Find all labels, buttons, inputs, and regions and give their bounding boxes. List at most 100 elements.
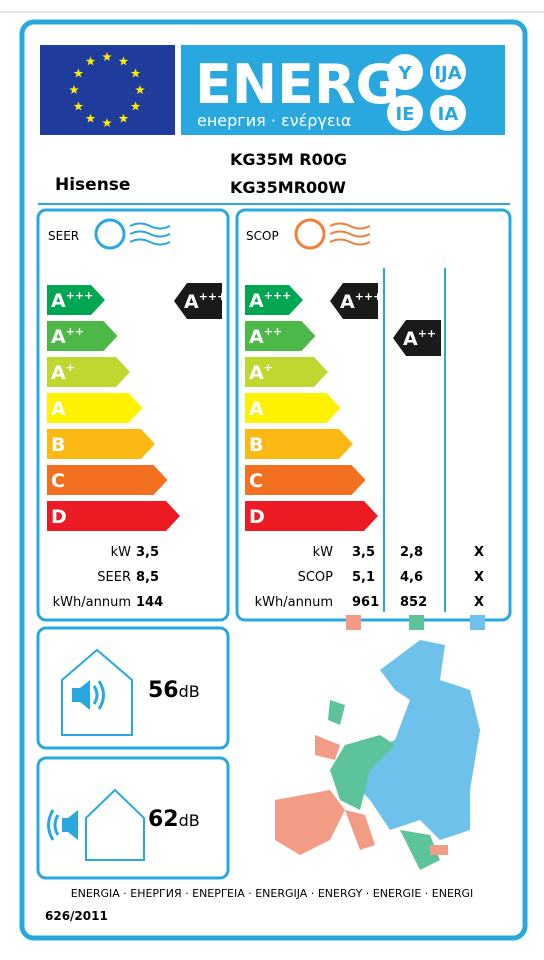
language-badge [387,54,423,90]
class-label: B [249,434,263,456]
row-value: X [474,545,484,560]
average-swatch [409,615,424,630]
class-arrow [47,501,180,531]
star [130,101,141,111]
row-value: 852 [400,595,427,610]
class-label: C [249,470,263,492]
language-code: IA [438,104,459,125]
class-sup: + [264,361,273,374]
class-sup: +++ [66,289,94,302]
row-value: 4,6 [400,570,423,585]
scop-panel [235,208,512,622]
class-label: B [51,434,65,456]
class-letter: C [51,470,65,492]
sound-waves [92,680,105,710]
class-label: A+++ [184,290,226,313]
class-letter: A [340,291,355,313]
energy-subtitle: енергия · ενέργεια [197,111,351,130]
class-letter: B [249,434,263,456]
class-letter: A [51,398,66,420]
class-label: A+++ [249,289,291,312]
star [135,85,145,94]
row-value: 3,5 [352,545,375,560]
star [102,52,112,61]
class-label: A+++ [340,290,382,313]
indoor-noise: 56dB [148,678,200,703]
noise-value: 62 [148,807,179,832]
class-sup: +++ [355,290,383,303]
rating-arrow [393,320,441,356]
warmer-swatch [346,615,361,630]
class-arrow [47,285,105,315]
class-sup: ++ [264,325,282,338]
climate-map [275,640,480,870]
energy-word: ENERG [195,53,400,116]
class-arrow [245,393,341,423]
model: KG35MR00W [230,178,346,197]
class-letter: A [51,290,66,312]
noise-value: 56 [148,678,179,703]
star [102,118,112,127]
noise-unit: dB [179,682,200,701]
star [130,68,141,78]
rating-arrow [174,283,222,319]
row-label: kW [313,545,334,560]
row-value: X [474,570,484,585]
class-sup: +++ [264,289,292,302]
class-letter: A [249,326,264,348]
class-label: C [51,470,65,492]
class-sup: +++ [199,290,227,303]
language-code: IJA [434,63,461,84]
class-letter: D [249,506,265,528]
class-sup: ++ [66,325,84,338]
class-label: A [51,398,66,420]
noise-unit: dB [179,811,200,830]
class-arrow [245,429,353,459]
star [85,113,96,123]
star [73,101,84,111]
class-arrow [47,429,155,459]
class-label: A++ [51,325,84,348]
row-value: 5,1 [352,570,375,585]
language-code: IE [396,104,415,125]
class-arrow [245,321,316,351]
star [73,68,84,78]
outdoor-noise-panel [36,756,230,880]
rating-arrow [330,283,378,319]
row-label: SEER [97,570,131,585]
class-sup: + [66,361,75,374]
seer-label: SEER [48,229,79,243]
model: KG35M R00G [230,150,347,169]
scop-label: SCOP [246,229,279,243]
outdoor-noise: 62dB [148,807,200,832]
class-letter: A [51,362,66,384]
speaker-icon [72,680,90,710]
class-arrow [245,501,378,531]
house-icon [61,648,133,736]
class-letter: B [51,434,65,456]
heating-icon [294,218,371,250]
language-badge [430,54,466,90]
class-label: A+++ [51,289,93,312]
row-value: 8,5 [136,570,159,585]
class-label: D [51,506,67,528]
star [118,56,129,66]
class-arrow [245,357,328,387]
class-label: A++ [403,327,436,350]
row-value: 2,8 [400,545,423,560]
class-arrow [245,285,303,315]
star [118,113,129,123]
colder-swatch [470,615,485,630]
row-label: SCOP [298,570,334,585]
house-icon [85,788,145,861]
row-value: 144 [136,595,163,610]
row-value: 3,5 [136,545,159,560]
brand: Hisense [55,175,130,195]
row-label: kWh/annum [255,595,333,610]
class-label: A++ [249,325,282,348]
footer-languages: ENERGIA · ЕНЕРГИЯ · ΕΝΕΡΓΕΙΑ · ENERGIJA … [71,887,474,900]
language-badge [430,95,466,131]
class-letter: A [403,328,418,350]
class-label: D [249,506,265,528]
